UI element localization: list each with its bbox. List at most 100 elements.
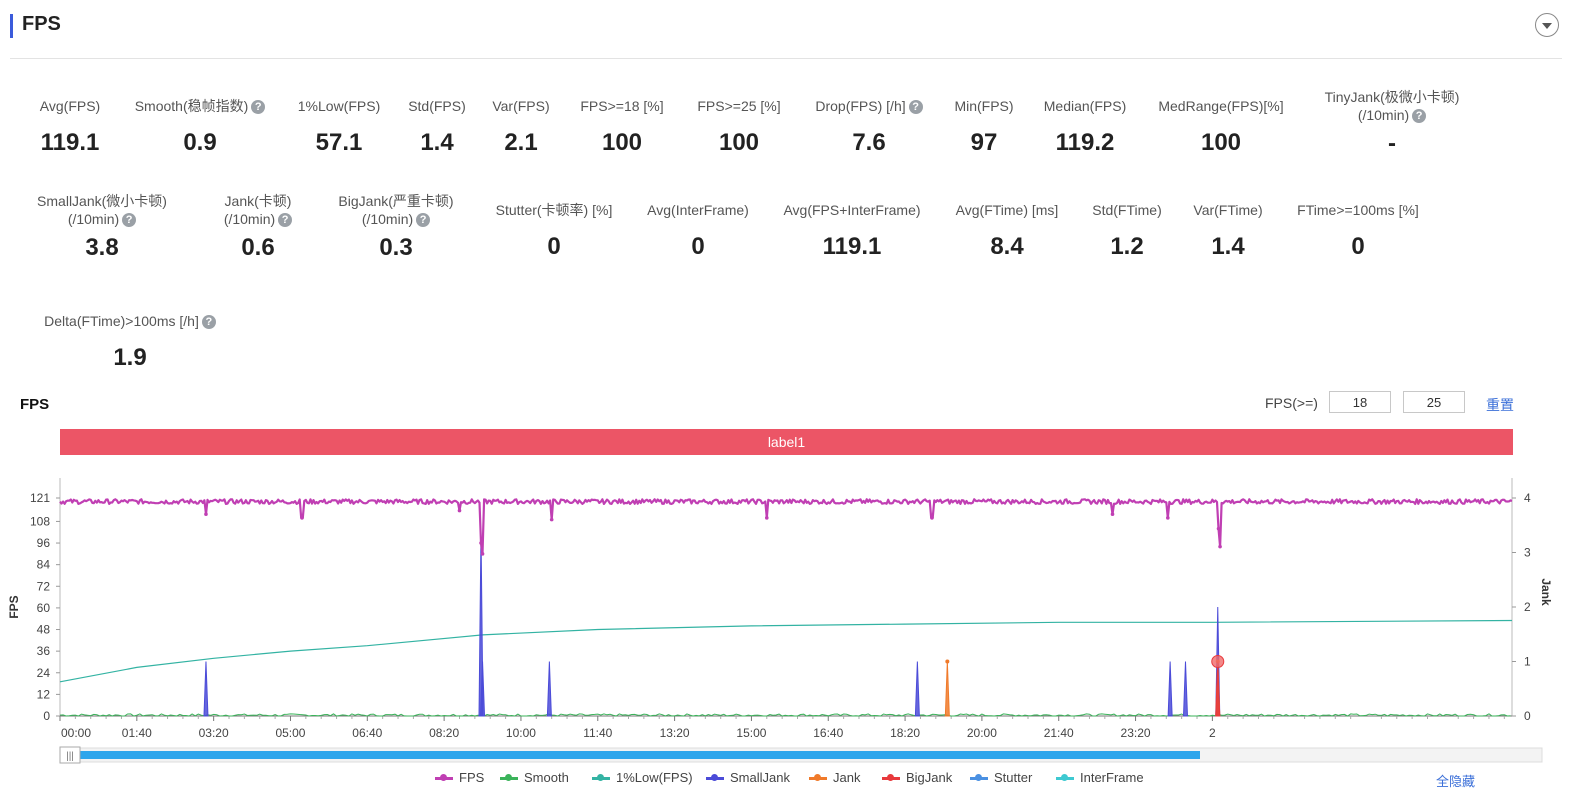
metric-label: MedRange(FPS)[%]: [1158, 98, 1284, 114]
help-icon[interactable]: ?: [1412, 109, 1427, 124]
metric-row2-7: Std(FTime) 1.2: [1037, 201, 1217, 261]
series-fps-point: [764, 516, 769, 520]
help-icon[interactable]: ?: [908, 100, 923, 115]
series-fps-point: [480, 552, 485, 556]
metric-row1-9: Median(FPS) 119.2: [995, 97, 1175, 157]
metric-row3-0: Delta(FTime)>100ms [/h]? 1.9: [40, 312, 220, 372]
metric-label-unit: (/10min): [1357, 107, 1410, 123]
metric-value: 1.9: [113, 344, 147, 371]
series-fps-point: [457, 508, 462, 513]
y-tick-label: 108: [30, 514, 50, 528]
metric-label: FTime>=100ms [%]: [1297, 202, 1419, 218]
fps-threshold-low-input[interactable]: [1329, 391, 1391, 413]
metric-row2-8: Var(FTime) 1.4: [1138, 201, 1318, 261]
series-fps-point: [1218, 544, 1222, 549]
metric-label: Drop(FPS) [/h]?: [779, 97, 959, 115]
metric-label: FPS>=25 [%]: [697, 98, 781, 114]
x-tick-label: 11:40: [583, 726, 612, 740]
help-icon[interactable]: ?: [251, 100, 266, 115]
metric-label: Var(FTime): [1193, 202, 1263, 218]
reset-link[interactable]: 重置: [1486, 397, 1514, 413]
legend-label: 1%Low(FPS): [616, 770, 693, 785]
metric-label: Std(FPS): [408, 98, 466, 114]
legend-swatch-icon: [882, 774, 900, 782]
series-fps-point: [1166, 516, 1170, 520]
legend-item-fps[interactable]: FPS: [435, 770, 484, 785]
chart-legend: FPS Smooth 1%Low(FPS) SmallJank Jank BigJank S…: [0, 770, 1575, 790]
y2-tick-label: 4: [1524, 491, 1531, 505]
metric-row1-0: Avg(FPS) 119.1: [0, 97, 160, 157]
metric-value: 57.1: [315, 129, 363, 156]
series-fps-point: [549, 517, 554, 522]
chart-title: FPS: [20, 396, 50, 413]
metric-row2-9: FTime>=100ms [%] 0: [1268, 201, 1448, 261]
legend-item-stutter[interactable]: Stutter: [970, 770, 1032, 785]
metric-value: 0: [1351, 233, 1365, 260]
metric-row1-2: 1%Low(FPS) 57.1: [249, 97, 429, 157]
x-tick-label: 01:40: [122, 726, 152, 740]
metric-label: TinyJank(极微小卡顿): [1324, 89, 1460, 105]
x-tick-label: 10:00: [506, 726, 536, 740]
metric-row2-0: SmallJank(微小卡顿) (/10min)? 3.8: [12, 192, 192, 262]
series-fps-point: [1216, 526, 1221, 531]
legend-label: FPS: [459, 770, 485, 785]
legend-label: Smooth: [524, 770, 569, 785]
metric-value: 100: [1200, 129, 1242, 156]
legend-item-smooth[interactable]: Smooth: [500, 770, 569, 785]
y-tick-label: 24: [37, 666, 51, 680]
legend-item-bigjank[interactable]: BigJank: [882, 770, 952, 785]
y2-tick-label: 1: [1524, 655, 1531, 669]
legend-item-interframe[interactable]: InterFrame: [1056, 770, 1144, 785]
x-tick-label: 21:40: [1044, 726, 1074, 740]
label-band[interactable]: label1: [60, 429, 1513, 455]
metric-label-unit: (/10min): [67, 211, 120, 227]
series-jank-point: [945, 659, 950, 664]
fps-threshold-high-input[interactable]: [1403, 391, 1465, 413]
help-icon[interactable]: ?: [122, 213, 137, 228]
hide-all-link[interactable]: 全隐藏: [1436, 774, 1476, 789]
y-tick-label: 72: [37, 579, 51, 593]
metric-row1-11: TinyJank(极微小卡顿) (/10min)? -: [1302, 88, 1482, 158]
legend-swatch-icon: [706, 774, 724, 782]
help-icon[interactable]: ?: [201, 315, 216, 330]
series-bigjank-point: [1211, 655, 1225, 668]
page-title: FPS: [22, 13, 61, 35]
metric-row1-6: FPS>=25 [%] 100: [649, 97, 829, 157]
metric-label-unit: (/10min): [361, 211, 414, 227]
metric-label: Std(FTime): [1092, 202, 1162, 218]
legend-item-1-low-fps-[interactable]: 1%Low(FPS): [592, 770, 693, 785]
metric-value: 0: [547, 233, 561, 260]
legend-swatch-icon: [809, 774, 827, 782]
fps-chart[interactable]: 0122436486072849610812101234FPSJank00:00…: [0, 465, 1575, 765]
metric-label: Avg(InterFrame): [647, 202, 749, 218]
legend-item-jank[interactable]: Jank: [809, 770, 860, 785]
collapse-toggle-button[interactable]: [1535, 13, 1559, 37]
metric-value: 0.9: [183, 129, 217, 156]
y-tick-label: 84: [37, 558, 51, 572]
y-tick-label: 36: [37, 644, 51, 658]
metric-row1-8: Min(FPS) 97: [894, 97, 1074, 157]
series-bigjank-spike: [1215, 661, 1221, 717]
legend-label: BigJank: [906, 770, 953, 785]
legend-item-smalljank[interactable]: SmallJank: [706, 770, 790, 785]
y-tick-label: 96: [37, 536, 51, 550]
zoom-slider-range: [80, 751, 1200, 759]
chevron-down-icon: [1542, 23, 1552, 29]
y-tick-label: 12: [37, 687, 51, 701]
help-icon[interactable]: ?: [278, 213, 293, 228]
series-1pct-low-line: [59, 619, 1513, 683]
metric-row2-4: Avg(InterFrame) 0: [608, 201, 788, 261]
help-icon[interactable]: ?: [416, 213, 431, 228]
metric-label: BigJank(严重卡顿): [338, 193, 454, 209]
x-tick-label: 13:20: [660, 726, 690, 740]
y-axis-title: FPS: [7, 595, 21, 618]
x-tick-label: 06:40: [352, 726, 382, 740]
metric-row2-6: Avg(FTime) [ms] 8.4: [917, 201, 1097, 261]
series-fps-point: [930, 516, 934, 520]
x-tick-label: 23:20: [1121, 726, 1151, 740]
series-smalljank-spike: [203, 661, 209, 717]
zoom-handle-grip-icon: |||: [66, 751, 74, 762]
metric-value: 1.4: [420, 129, 454, 156]
y2-tick-label: 2: [1524, 600, 1531, 614]
x-tick-label: 16:40: [813, 726, 843, 740]
